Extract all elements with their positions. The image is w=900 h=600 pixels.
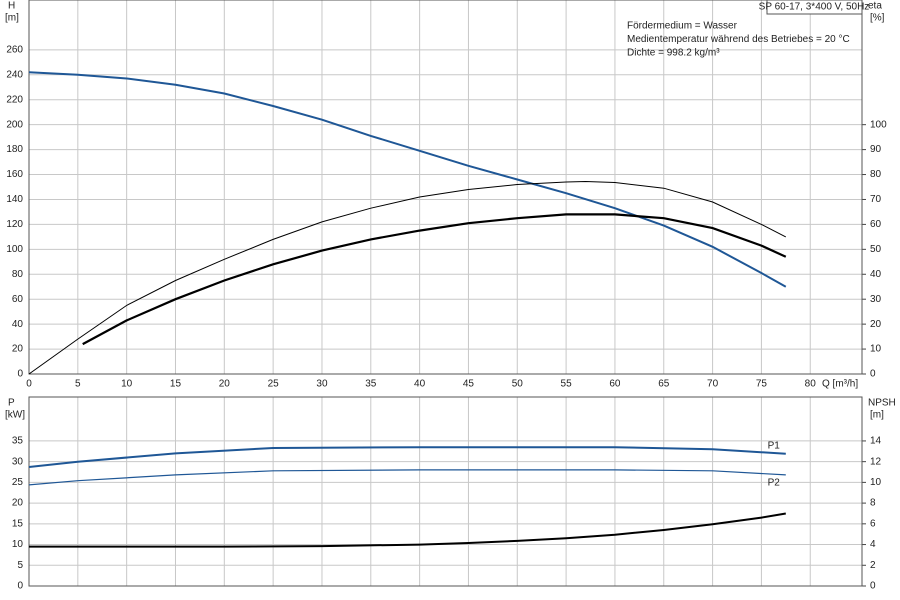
y-tick-label: 35 — [12, 436, 24, 447]
y2-tick-label: 2 — [870, 560, 876, 571]
y-axis-label: H — [8, 1, 15, 12]
x-tick-label: 55 — [561, 379, 573, 390]
y2-tick-label: 12 — [870, 456, 882, 467]
y-tick-label: 20 — [12, 344, 24, 355]
y-tick-label: 0 — [17, 581, 23, 592]
y2-tick-label: 14 — [870, 436, 882, 447]
plot-frame — [28, 396, 863, 587]
y2-tick-label: 10 — [870, 477, 882, 488]
x-tick-label: 25 — [268, 379, 280, 390]
annotation: Medientemperatur während des Betriebes =… — [627, 34, 850, 45]
chart-title: SP 60-17, 3*400 V, 50Hz — [759, 2, 870, 13]
y-tick-label: 240 — [6, 69, 23, 80]
y-tick-label: 120 — [6, 219, 23, 230]
y2-tick-label: 30 — [870, 294, 882, 305]
x-tick-label: 50 — [512, 379, 524, 390]
y-tick-label: 60 — [12, 294, 24, 305]
x-tick-label: 70 — [707, 379, 719, 390]
y-tick-label: 260 — [6, 45, 23, 56]
y2-tick-label: 0 — [870, 581, 876, 592]
y2-tick-label: 8 — [870, 498, 876, 509]
y2-tick-label: 90 — [870, 144, 882, 155]
y2-tick-label: 70 — [870, 194, 882, 205]
y2-axis-unit: [m] — [870, 410, 884, 421]
y2-tick-label: 10 — [870, 344, 882, 355]
y2-axis-unit: [%] — [870, 13, 885, 24]
curve — [28, 71, 787, 288]
y-tick-label: 25 — [12, 477, 24, 488]
y2-tick-label: 40 — [870, 269, 882, 280]
x-tick-label: 75 — [756, 379, 768, 390]
x-tick-label: 20 — [219, 379, 231, 390]
y-axis-label: P — [8, 398, 15, 409]
y-tick-label: 100 — [6, 244, 23, 255]
y-tick-label: 5 — [17, 560, 23, 571]
y2-tick-label: 6 — [870, 518, 876, 529]
y-tick-label: 0 — [17, 369, 23, 380]
annotation: Fördermedium = Wasser — [627, 21, 738, 32]
curve — [28, 180, 787, 375]
y-tick-label: 180 — [6, 144, 23, 155]
x-tick-label: 45 — [463, 379, 475, 390]
curve — [28, 446, 786, 468]
series-label: P2 — [768, 478, 781, 489]
title-box — [766, 0, 863, 15]
y-tick-label: 40 — [12, 319, 24, 330]
curve — [28, 469, 786, 486]
y2-tick-label: 80 — [870, 169, 882, 180]
x-tick-label: 65 — [658, 379, 670, 390]
y2-tick-label: 50 — [870, 244, 882, 255]
y2-tick-label: 0 — [870, 369, 876, 380]
x-tick-label: 10 — [121, 379, 133, 390]
y2-tick-label: 20 — [870, 319, 882, 330]
y-tick-label: 10 — [12, 539, 24, 550]
y-tick-label: 160 — [6, 169, 23, 180]
x-tick-label: 30 — [316, 379, 328, 390]
y-tick-label: 140 — [6, 194, 23, 205]
y-tick-label: 30 — [12, 456, 24, 467]
curve — [82, 213, 787, 346]
y-axis-unit: [kW] — [5, 410, 25, 421]
annotation: Dichte = 998.2 kg/m³ — [627, 48, 720, 59]
x-tick-label: 80 — [805, 379, 817, 390]
y-tick-label: 220 — [6, 94, 23, 105]
y2-axis-label: eta — [868, 1, 882, 12]
y2-tick-label: 100 — [870, 119, 887, 130]
x-tick-label: 35 — [365, 379, 377, 390]
plot-frame — [28, 0, 863, 375]
curve — [29, 512, 786, 548]
y-tick-label: 200 — [6, 119, 23, 130]
y2-tick-label: 60 — [870, 219, 882, 230]
y2-axis-label: NPSH — [868, 398, 896, 409]
y2-tick-label: 4 — [870, 539, 876, 550]
y-axis-unit: [m] — [5, 13, 19, 24]
x-tick-label: 15 — [170, 379, 182, 390]
y-tick-label: 15 — [12, 518, 24, 529]
x-tick-label: 5 — [75, 379, 81, 390]
x-tick-label: 0 — [26, 379, 32, 390]
x-axis-label: Q [m³/h] — [822, 379, 858, 390]
y-tick-label: 80 — [12, 269, 24, 280]
x-tick-label: 60 — [609, 379, 621, 390]
series-label: P1 — [768, 440, 781, 451]
x-tick-label: 40 — [414, 379, 426, 390]
y-tick-label: 20 — [12, 498, 24, 509]
